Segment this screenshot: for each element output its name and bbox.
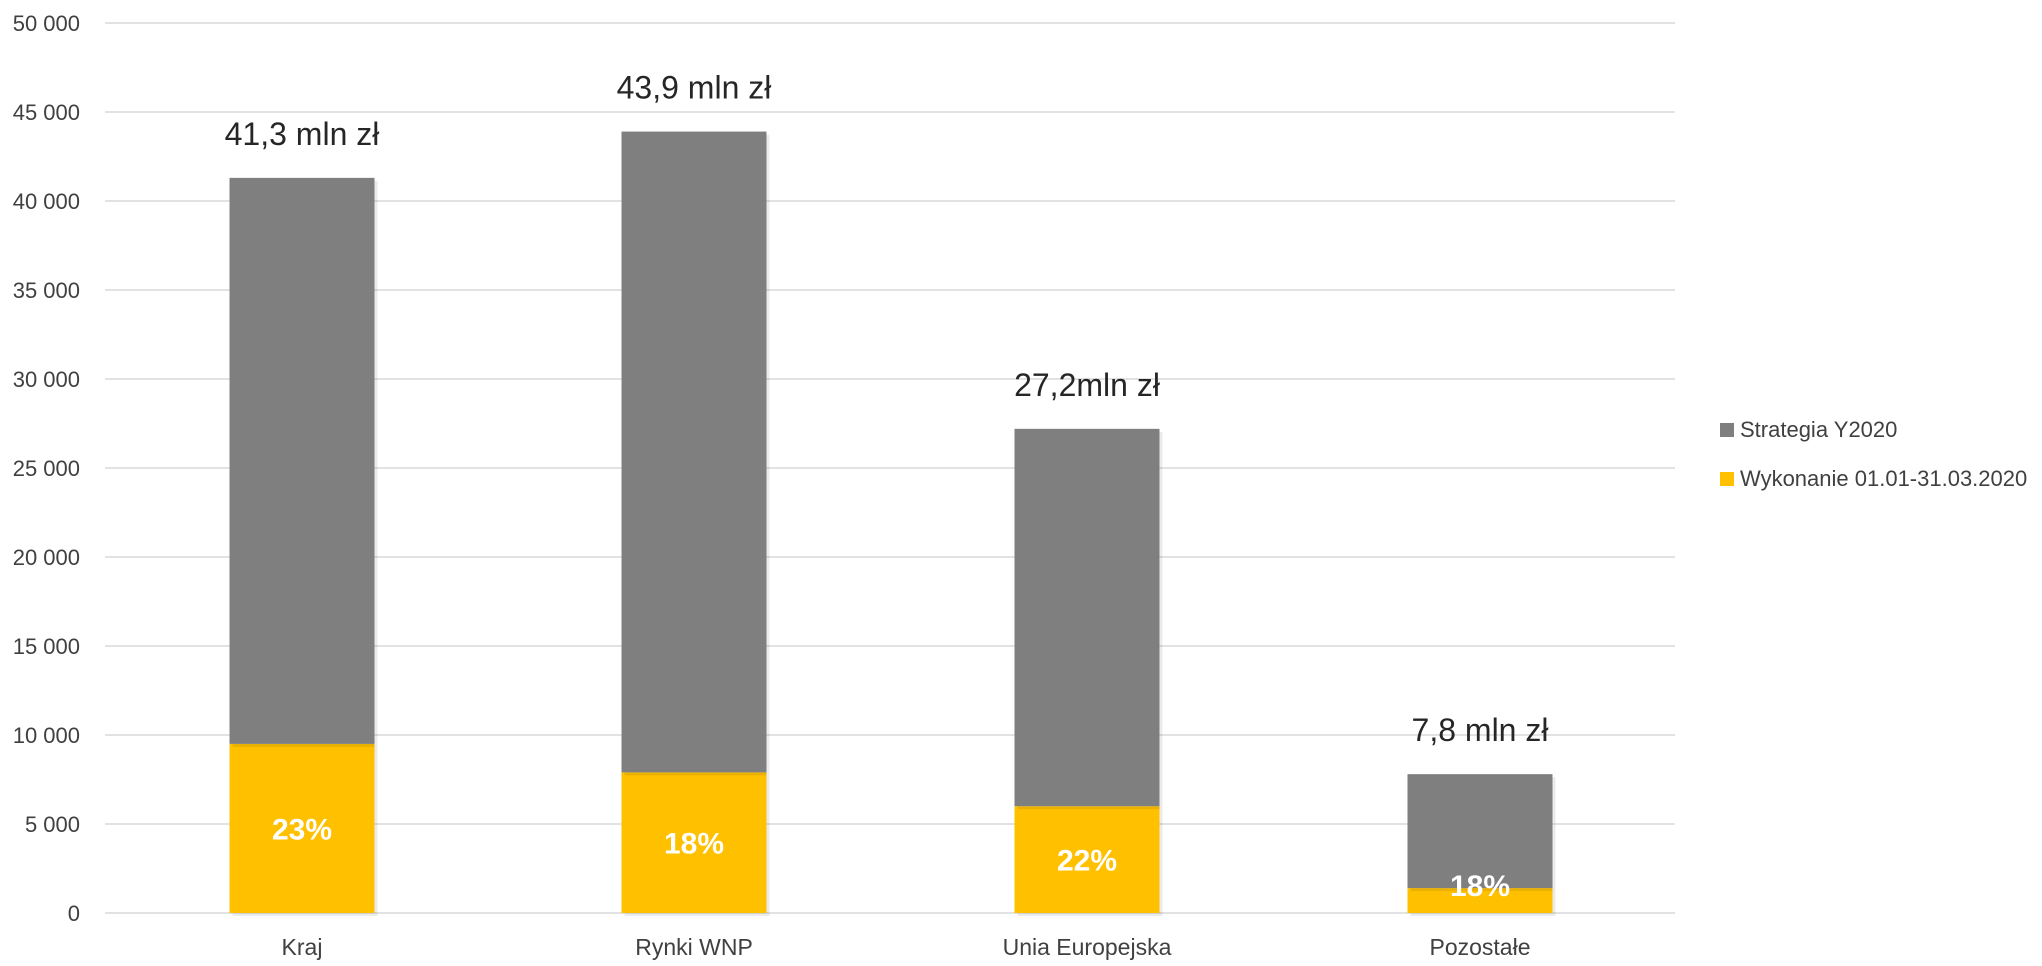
bar-segment[interactable]: [621, 772, 767, 913]
y-tick-label: 35 000: [13, 278, 80, 303]
percent-labels: 23% 18% 22% 18%: [272, 813, 1510, 903]
bar-segment[interactable]: [1407, 774, 1553, 889]
percent-label: 23%: [272, 813, 332, 846]
y-tick-label: 25 000: [13, 456, 80, 481]
y-tick-label: 20 000: [13, 545, 80, 570]
total-label: 41,3 mln zł: [225, 116, 380, 152]
bar-segment[interactable]: [1014, 806, 1160, 913]
legend-swatch: [1720, 472, 1734, 486]
y-tick-label: 50 000: [13, 11, 80, 36]
x-category-label: Kraj: [282, 934, 323, 960]
x-axis: Kraj Rynki WNP Unia Europejska Pozostałe: [282, 934, 1531, 960]
bar-segment[interactable]: [1014, 428, 1160, 807]
total-labels: 41,3 mln zł 43,9 mln zł 27,2mln zł 7,8 mln …: [225, 70, 1549, 749]
bar-segment[interactable]: [1407, 888, 1553, 913]
y-tick-label: 30 000: [13, 367, 80, 392]
bar-segment[interactable]: [621, 131, 767, 773]
y-tick-label: 45 000: [13, 100, 80, 125]
y-tick-label: 10 000: [13, 723, 80, 748]
x-category-label: Pozostałe: [1429, 934, 1530, 960]
bar-segment[interactable]: [229, 177, 375, 744]
x-category-label: Unia Europejska: [1003, 934, 1172, 960]
y-tick-label: 5 000: [25, 812, 80, 837]
legend: Strategia Y2020 Wykonanie 01.01-31.03.202…: [1720, 417, 2027, 491]
bars: [229, 131, 1556, 916]
y-tick-label: 0: [68, 901, 80, 926]
bar-segment[interactable]: [229, 743, 375, 913]
legend-label: Strategia Y2020: [1740, 417, 1897, 442]
total-label: 43,9 mln zł: [617, 70, 772, 106]
y-tick-label: 15 000: [13, 634, 80, 659]
percent-label: 22%: [1057, 845, 1117, 878]
percent-label: 18%: [664, 828, 724, 861]
percent-label: 18%: [1450, 870, 1510, 903]
y-axis: 0 5 000 10 000 15 000 20 000 25 000 30 000 35 0…: [13, 11, 80, 926]
total-label: 7,8 mln zł: [1412, 712, 1549, 748]
x-category-label: Rynki WNP: [635, 934, 753, 960]
total-label: 27,2mln zł: [1014, 367, 1160, 403]
y-tick-label: 40 000: [13, 189, 80, 214]
legend-swatch: [1720, 423, 1734, 437]
legend-label: Wykonanie 01.01-31.03.2020: [1740, 466, 2027, 491]
